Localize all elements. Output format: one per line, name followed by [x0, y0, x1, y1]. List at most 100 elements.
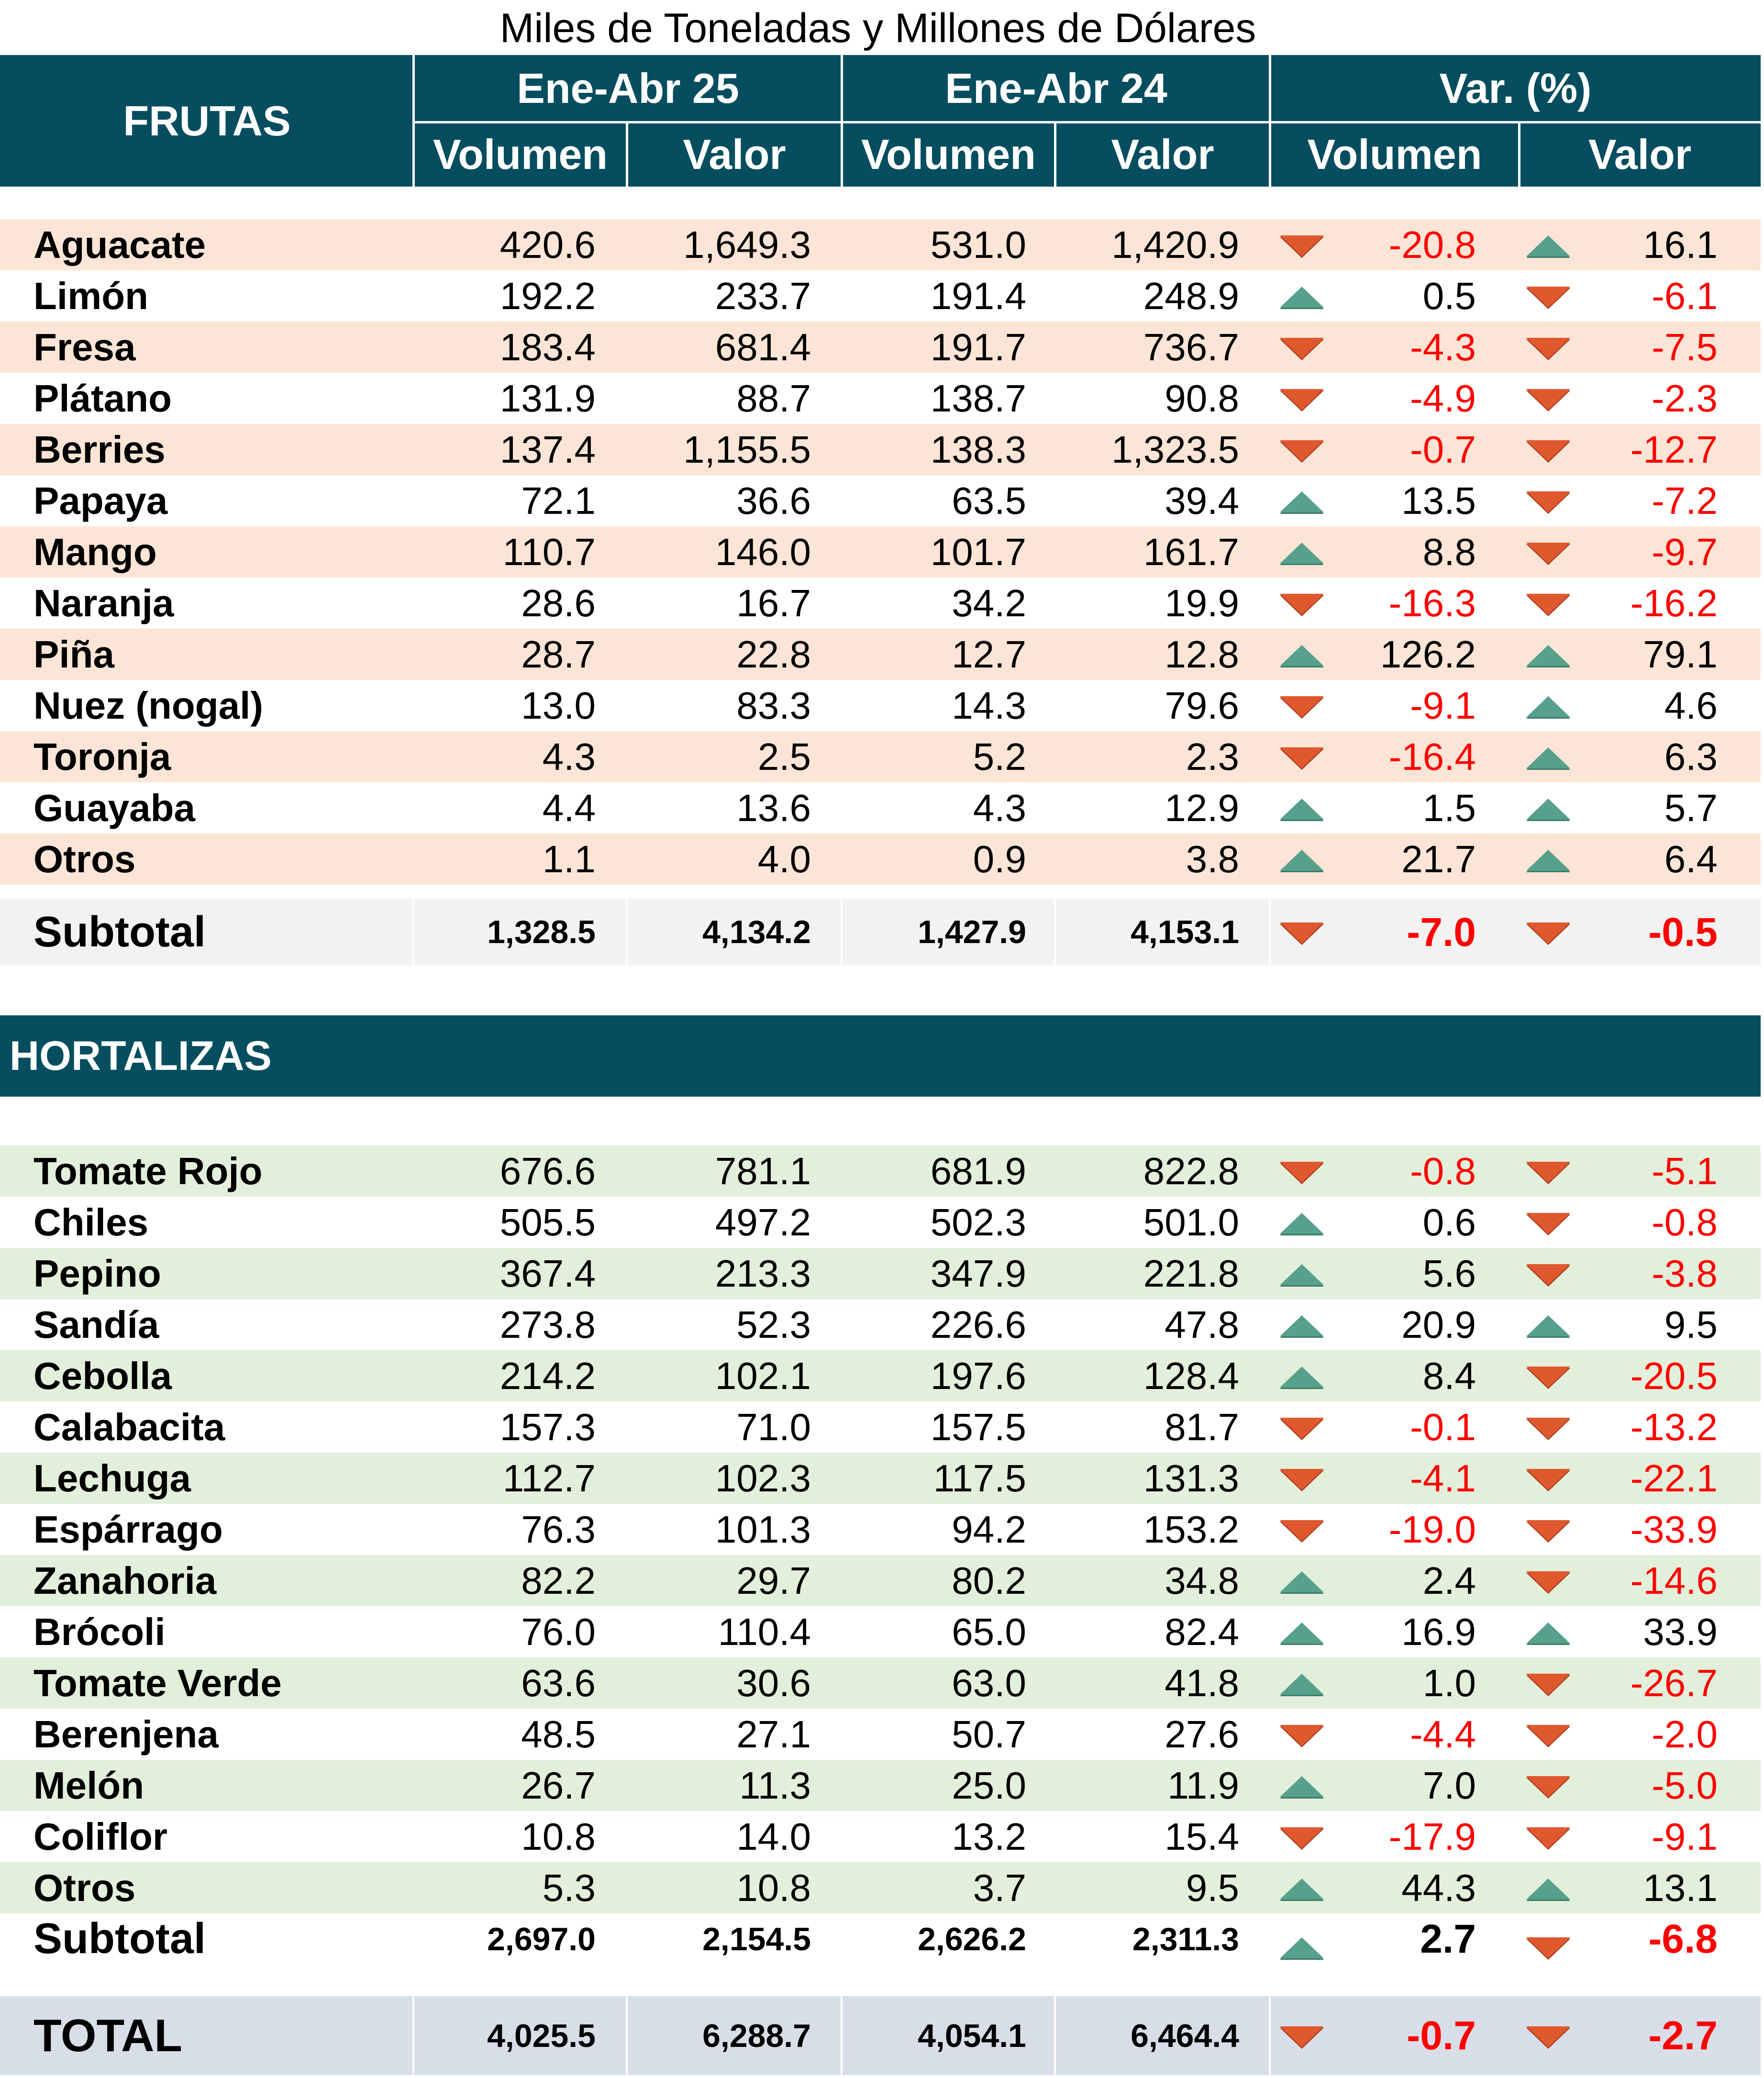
cell-pval: -7.5 — [1652, 325, 1718, 368]
cell-pval: -6.8 — [1648, 1916, 1718, 1961]
cell-v24: 25.0 — [952, 1764, 1026, 1807]
row-label: Nuez (nogal) — [33, 684, 263, 727]
table-header: FRUTAS Ene-Abr 25 Ene-Abr 24 Var. (%) Vo… — [0, 55, 1761, 187]
cell-v24: 681.9 — [930, 1149, 1026, 1192]
cell-v25: 72.1 — [521, 479, 596, 522]
cell-pval: 6.3 — [1664, 735, 1718, 778]
triangle-down-icon — [1526, 1366, 1570, 1388]
cell-val24: 736.7 — [1143, 325, 1239, 368]
cell-v24: 4.3 — [973, 786, 1026, 829]
triangle-up-icon — [1526, 235, 1570, 256]
cell-v25: 137.4 — [499, 428, 596, 471]
cell-val24: 161.7 — [1143, 530, 1239, 573]
row-label: Pepino — [33, 1252, 161, 1295]
table-row: Guayaba 4.4 13.6 4.3 12.9 1.5 5.7 — [0, 782, 1761, 833]
triangle-up-icon — [1526, 747, 1570, 768]
cell-val25: 4,134.2 — [702, 914, 811, 950]
cell-pvol: 20.9 — [1401, 1303, 1476, 1346]
triangle-up-icon — [1280, 542, 1324, 564]
row-label: TOTAL — [33, 2010, 183, 2061]
cell-v24: 13.2 — [952, 1815, 1026, 1858]
header-period-2025: Ene-Abr 25 — [517, 65, 739, 112]
cell-v24: 50.7 — [952, 1712, 1026, 1756]
cell-v25: 13.0 — [521, 684, 596, 727]
cell-val25: 29.7 — [736, 1559, 811, 1602]
cell-val25: 146.0 — [715, 530, 811, 573]
cell-val25: 22.8 — [736, 633, 811, 676]
cell-pvol: -19.0 — [1388, 1508, 1476, 1551]
row-label: Piña — [33, 633, 114, 676]
row-label: Subtotal — [33, 908, 206, 956]
header-variation: Var. (%) — [1439, 65, 1592, 112]
cell-v24: 63.5 — [952, 479, 1026, 522]
cell-v25: 420.6 — [499, 223, 596, 266]
cell-val24: 47.8 — [1165, 1303, 1239, 1346]
cell-pval: 9.5 — [1664, 1303, 1718, 1346]
cell-val24: 41.8 — [1165, 1661, 1239, 1704]
cell-val25: 233.7 — [715, 274, 811, 317]
triangle-up-icon — [1280, 1366, 1324, 1388]
table-row: Cebolla 214.2 102.1 197.6 128.4 8.4 -20.5 — [0, 1350, 1761, 1401]
table-row: Brócoli 76.0 110.4 65.0 82.4 16.9 33.9 — [0, 1606, 1761, 1657]
triangle-down-icon — [1526, 1161, 1570, 1183]
cell-pvol: 2.7 — [1420, 1916, 1476, 1961]
cell-val24: 27.6 — [1165, 1712, 1239, 1756]
triangle-up-icon — [1526, 696, 1570, 717]
cell-pval: -0.8 — [1652, 1200, 1718, 1244]
cell-val24: 1,420.9 — [1111, 223, 1239, 266]
cell-v24: 65.0 — [952, 1610, 1026, 1653]
cell-pvol: -9.1 — [1410, 684, 1476, 727]
cell-val25: 36.6 — [736, 479, 811, 522]
cell-val24: 19.9 — [1165, 581, 1239, 624]
cell-pvol: 1.5 — [1422, 786, 1476, 829]
row-label: Mango — [33, 530, 157, 573]
cell-pvol: 8.8 — [1422, 530, 1476, 573]
row-label: Cebolla — [33, 1354, 172, 1397]
cell-val25: 71.0 — [736, 1405, 811, 1448]
cell-pvol: 5.6 — [1422, 1252, 1476, 1295]
triangle-down-icon — [1280, 1520, 1324, 1541]
table-row: Melón 26.7 11.3 25.0 11.9 7.0 -5.0 — [0, 1760, 1761, 1811]
triangle-down-icon — [1526, 1827, 1570, 1848]
cell-val24: 82.4 — [1165, 1610, 1239, 1653]
cell-v24: 1,427.9 — [918, 914, 1026, 950]
header-divider — [1054, 122, 1056, 187]
cell-pval: 33.9 — [1643, 1610, 1718, 1653]
cell-v24: 4,054.1 — [918, 2017, 1026, 2054]
subtotal-row: Subtotal 2,697.0 2,154.5 2,626.2 2,311.3 2.7 -… — [0, 1913, 1761, 1965]
cell-pvol: 0.6 — [1422, 1200, 1476, 1244]
cell-pval: -7.2 — [1652, 479, 1718, 522]
triangle-up-icon — [1280, 645, 1324, 666]
cell-val25: 30.6 — [736, 1661, 811, 1704]
cell-v25: 76.3 — [521, 1508, 596, 1551]
table-row: Zanahoria 82.2 29.7 80.2 34.8 2.4 -14.6 — [0, 1555, 1761, 1606]
cell-pvol: 2.4 — [1422, 1559, 1476, 1602]
row-label: Melón — [33, 1764, 144, 1807]
row-label: Berries — [33, 428, 166, 471]
cell-pvol: -4.4 — [1410, 1712, 1476, 1756]
cell-v25: 76.0 — [521, 1610, 596, 1653]
row-label: Calabacita — [33, 1405, 225, 1448]
cell-v25: 63.6 — [521, 1661, 596, 1704]
cell-v24: 0.9 — [973, 837, 1026, 880]
table-row: Sandía 273.8 52.3 226.6 47.8 20.9 9.5 — [0, 1299, 1761, 1350]
column-divider — [412, 1996, 414, 2075]
cell-pval: 5.7 — [1664, 786, 1718, 829]
cell-v25: 214.2 — [499, 1354, 596, 1397]
table-row: Aguacate 420.6 1,649.3 531.0 1,420.9 -20.8 16.… — [0, 219, 1761, 270]
triangle-down-icon — [1526, 1417, 1570, 1439]
cell-v25: 28.6 — [521, 581, 596, 624]
column-divider — [841, 1913, 843, 1965]
cell-pvol: -4.9 — [1410, 377, 1476, 420]
triangle-up-icon — [1280, 798, 1324, 820]
table-row: Otros 1.1 4.0 0.9 3.8 21.7 6.4 — [0, 833, 1761, 885]
cell-val24: 248.9 — [1143, 274, 1239, 317]
cell-val24: 1,323.5 — [1111, 428, 1239, 471]
cell-pval: -14.6 — [1630, 1559, 1718, 1602]
cell-v24: 226.6 — [930, 1303, 1026, 1346]
cell-v25: 26.7 — [521, 1764, 596, 1807]
cell-val24: 501.0 — [1143, 1200, 1239, 1244]
triangle-down-icon — [1280, 747, 1324, 768]
column-divider — [1269, 1913, 1271, 1965]
cell-pval: -20.5 — [1630, 1354, 1718, 1397]
